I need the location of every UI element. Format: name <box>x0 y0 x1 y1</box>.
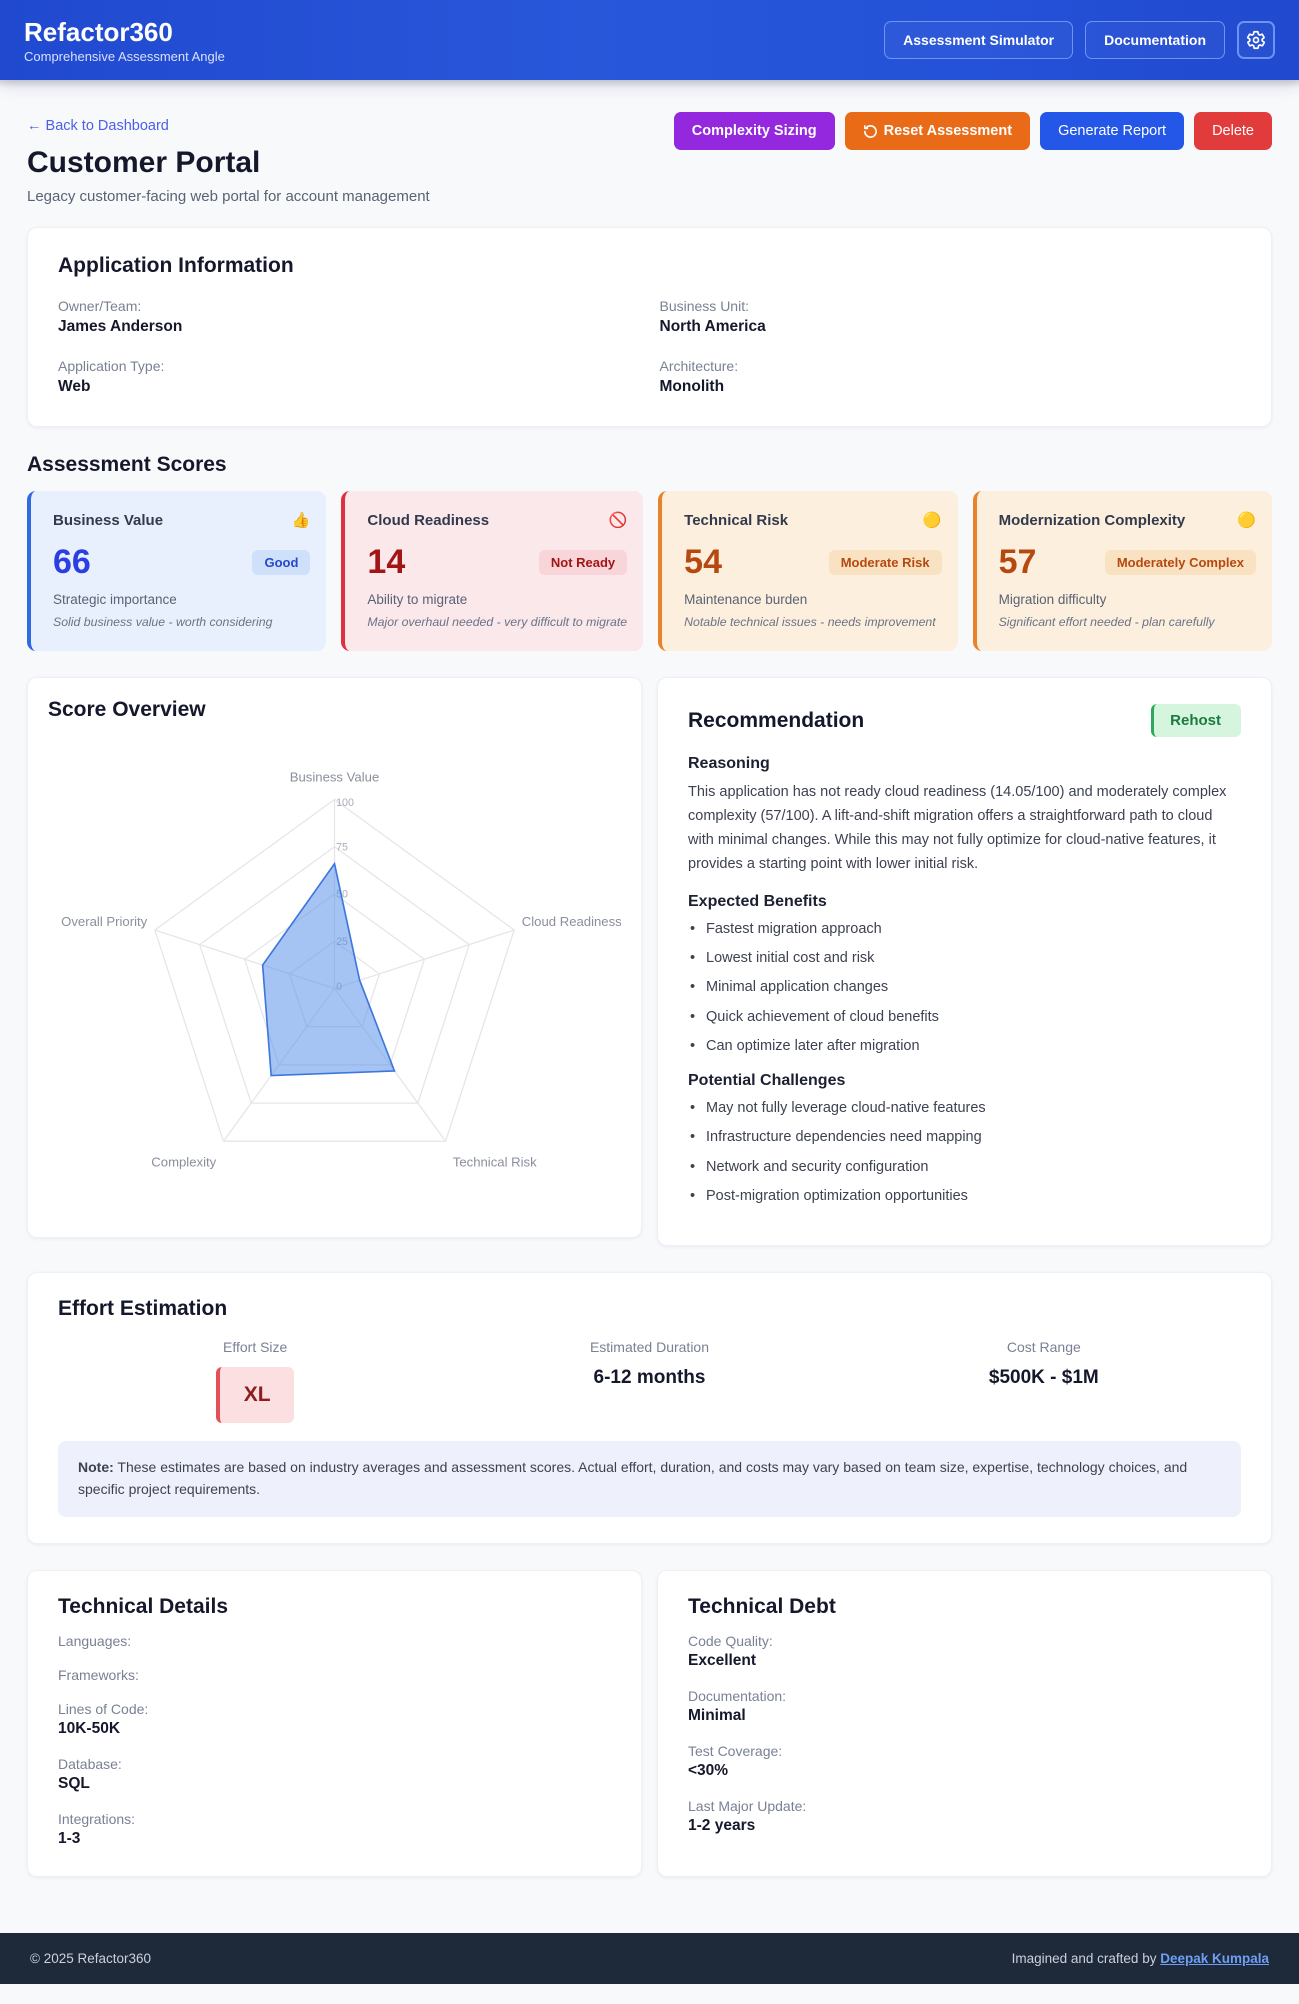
svg-text:Business Value: Business Value <box>290 769 379 784</box>
svg-text:Complexity: Complexity <box>151 1155 216 1170</box>
svg-text:Cloud Readiness: Cloud Readiness <box>522 914 621 929</box>
svg-text:Overall Priority: Overall Priority <box>61 914 147 929</box>
svg-text:100: 100 <box>336 797 354 809</box>
svg-text:Technical Risk: Technical Risk <box>453 1155 537 1170</box>
svg-text:75: 75 <box>336 841 348 853</box>
